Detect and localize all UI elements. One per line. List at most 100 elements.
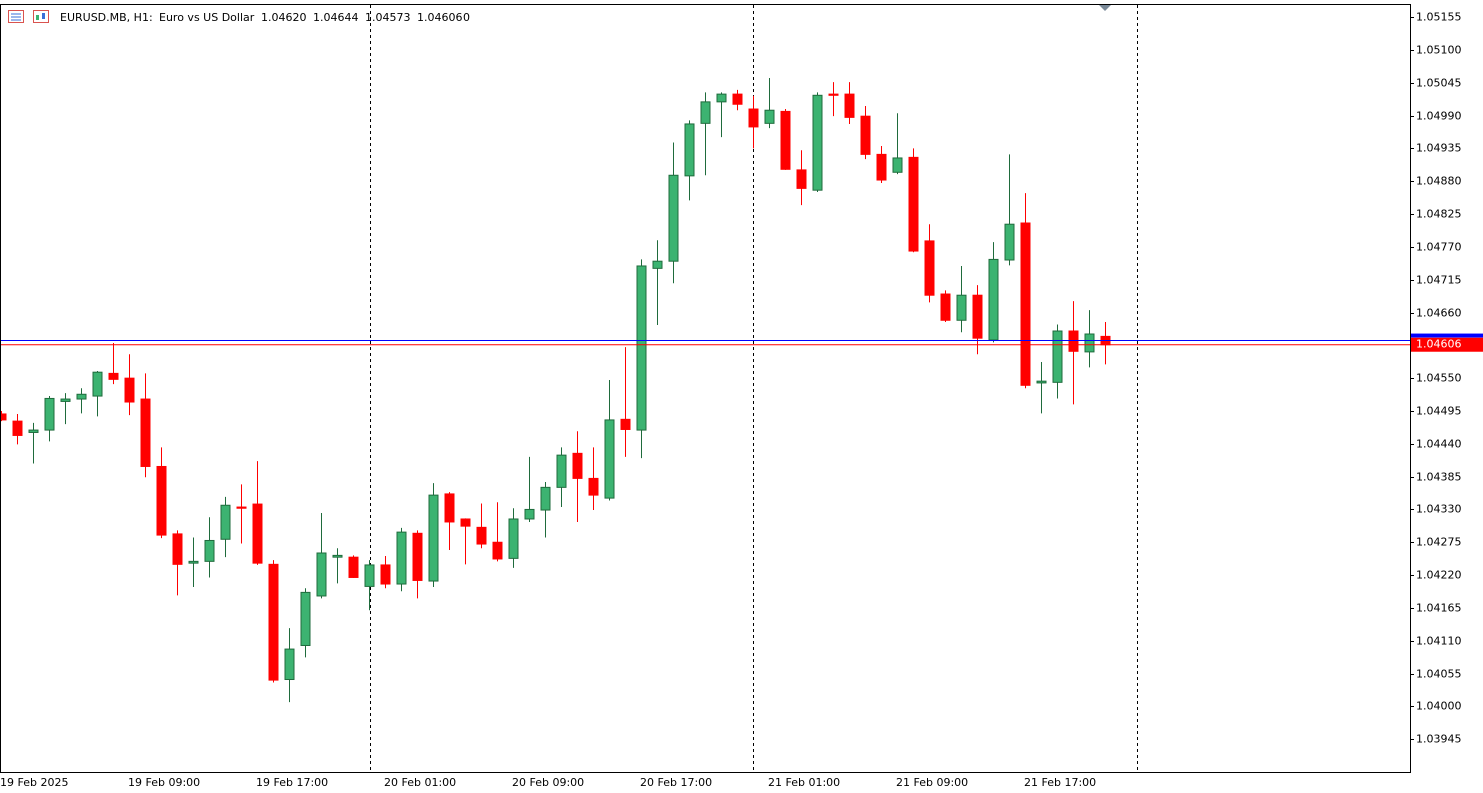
body: [636, 265, 647, 431]
body: [972, 294, 983, 339]
y-tick-label: 1.04440: [1416, 438, 1462, 451]
body: [764, 109, 775, 124]
body: [348, 556, 359, 578]
body: [860, 115, 871, 155]
body: [956, 294, 967, 321]
body: [700, 101, 711, 124]
body: [28, 429, 39, 433]
x-tick-label: 21 Feb 17:00: [1024, 776, 1096, 789]
x-tick-label: 19 Feb 09:00: [128, 776, 200, 789]
y-tick-label: 1.04550: [1416, 372, 1462, 385]
body: [172, 533, 183, 565]
symbol-name: Euro vs US Dollar: [159, 11, 255, 24]
body: [908, 156, 919, 252]
body: [492, 541, 503, 560]
symbol-icon: [8, 10, 49, 23]
body: [364, 564, 375, 587]
y-tick-label: 1.05100: [1416, 44, 1462, 57]
body: [556, 454, 567, 488]
symbol: EURUSD.MB, H1:: [60, 11, 153, 24]
body: [156, 465, 167, 536]
y-tick-label: 1.04990: [1416, 110, 1462, 123]
candles: [1, 77, 1111, 703]
body: [108, 372, 119, 380]
body: [316, 552, 327, 597]
x-tick-label: 21 Feb 01:00: [768, 776, 840, 789]
body: [1004, 223, 1015, 261]
body: [300, 591, 311, 646]
x-tick-label: 20 Feb 09:00: [512, 776, 584, 789]
body: [476, 526, 487, 545]
y-tick-label: 1.04165: [1416, 602, 1462, 615]
y-tick-label: 1.04825: [1416, 208, 1462, 221]
body: [12, 420, 23, 436]
body: [188, 560, 199, 564]
body: [988, 258, 999, 341]
body: [236, 506, 247, 509]
body: [876, 153, 887, 181]
body: [540, 486, 551, 511]
x-tick-label: 20 Feb 17:00: [640, 776, 712, 789]
body: [1068, 330, 1079, 352]
body: [268, 563, 279, 681]
body: [284, 648, 295, 681]
y-tick-label: 1.04055: [1416, 668, 1462, 681]
body: [44, 397, 55, 431]
y-tick-label: 1.04330: [1416, 503, 1462, 516]
body: [252, 503, 263, 564]
body: [572, 452, 583, 479]
body: [940, 293, 951, 321]
body: [60, 398, 71, 402]
body: [92, 371, 103, 397]
quote-close: 1.04606: [417, 11, 463, 24]
y-tick-label: 1.04935: [1416, 142, 1462, 155]
price-label: 1.04606: [1416, 338, 1462, 351]
y-tick-label: 1.05155: [1416, 11, 1462, 24]
x-tick-label: 19 Feb 17:00: [256, 776, 328, 789]
body: [812, 94, 823, 191]
body: [140, 398, 151, 467]
body: [604, 419, 615, 499]
body: [524, 508, 535, 520]
body: [396, 531, 407, 585]
x-tick-label: 19 Feb 2025: [0, 776, 68, 789]
body: [892, 157, 903, 173]
body: [412, 532, 423, 581]
body: [924, 240, 935, 296]
y-tick-label: 1.04770: [1416, 241, 1462, 254]
body: [652, 260, 663, 269]
body: [1052, 330, 1063, 383]
body: [444, 493, 455, 523]
body: [1084, 333, 1095, 353]
body: [1, 413, 7, 421]
y-tick-label: 1.03945: [1416, 733, 1462, 746]
y-tick-label: 1.05045: [1416, 77, 1462, 90]
y-tick-label: 1.04495: [1416, 405, 1462, 418]
body: [716, 93, 727, 103]
body: [124, 377, 135, 403]
x-tick-label: 21 Feb 09:00: [896, 776, 968, 789]
body: [732, 93, 743, 105]
body: [1020, 222, 1031, 386]
y-tick-label: 1.04275: [1416, 536, 1462, 549]
body: [76, 393, 87, 400]
body: [844, 93, 855, 118]
body: [588, 477, 599, 496]
shift-marker: [1099, 5, 1111, 11]
y-tick-label: 1.04110: [1416, 635, 1462, 648]
body: [1036, 380, 1047, 384]
body: [380, 564, 391, 585]
quote-high: 1.04644: [313, 11, 359, 24]
body: [508, 518, 519, 559]
body: [748, 108, 759, 128]
body: [828, 93, 839, 96]
body: [332, 554, 343, 558]
y-tick-label: 1.04715: [1416, 274, 1462, 287]
ask-label: [1411, 333, 1483, 338]
y-tick-label: 1.04880: [1416, 175, 1462, 188]
quote-open: 1.04620: [261, 11, 307, 24]
quote-low: 1.04573: [365, 11, 411, 24]
body: [684, 123, 695, 177]
body: [460, 518, 471, 527]
